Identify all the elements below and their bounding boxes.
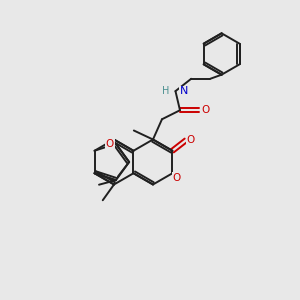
Text: O: O bbox=[186, 135, 195, 145]
Text: O: O bbox=[173, 173, 181, 183]
Text: O: O bbox=[202, 105, 210, 115]
Text: N: N bbox=[180, 86, 188, 96]
Text: O: O bbox=[106, 139, 114, 149]
Text: H: H bbox=[162, 86, 169, 96]
